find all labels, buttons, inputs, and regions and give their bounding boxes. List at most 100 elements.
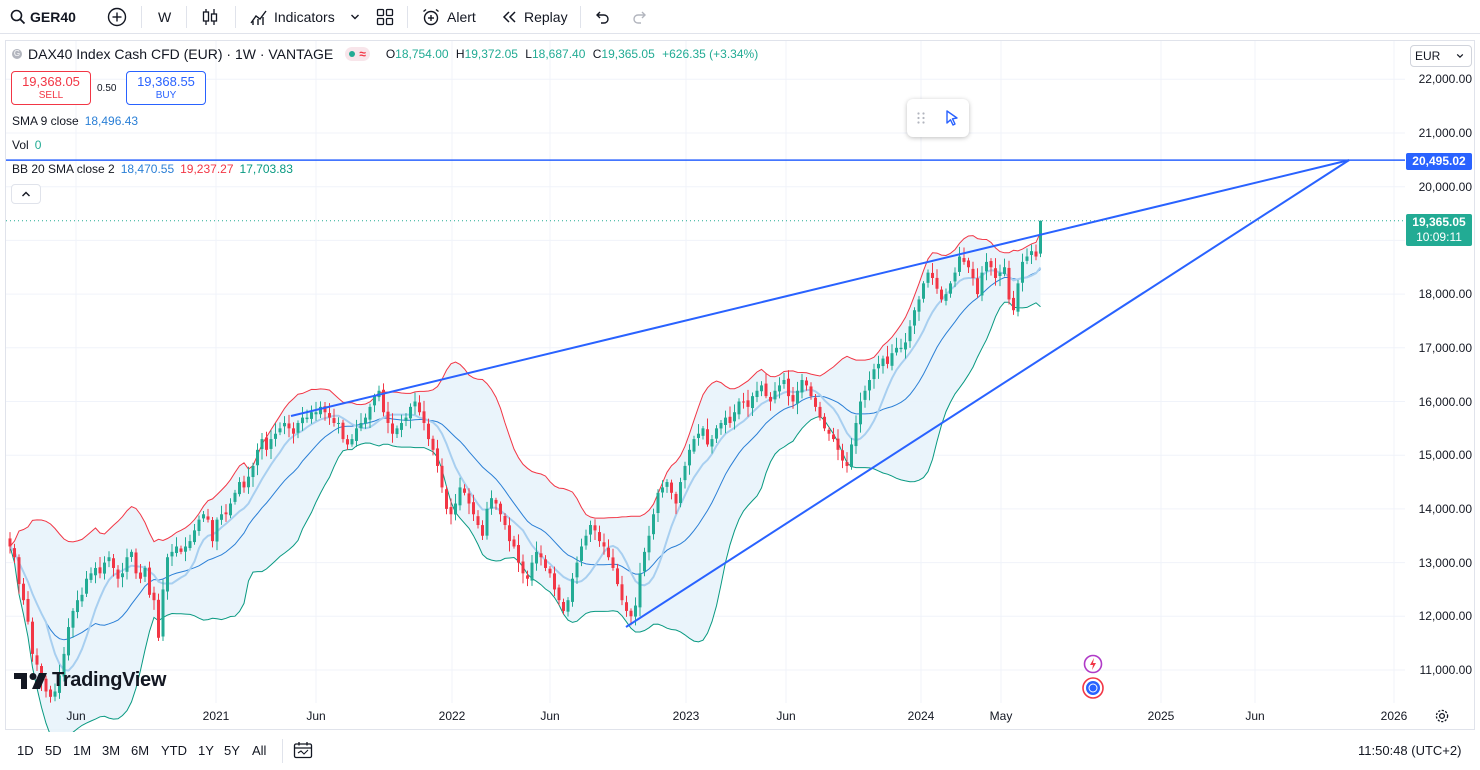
range-button-ytd[interactable]: YTD <box>161 743 187 758</box>
candle <box>908 320 912 348</box>
candle-body <box>31 621 34 654</box>
candle <box>265 431 268 457</box>
candle <box>215 517 219 551</box>
candle <box>562 598 565 615</box>
undo-button[interactable] <box>593 0 611 34</box>
compare-button[interactable] <box>107 0 127 34</box>
go-to-date-button[interactable] <box>293 741 313 764</box>
candle <box>332 408 336 427</box>
layout-button[interactable] <box>376 0 394 34</box>
range-button-1m[interactable]: 1M <box>73 743 92 758</box>
indicators-button[interactable]: Indicators <box>249 0 335 34</box>
candle-body <box>944 294 948 301</box>
candle-body <box>265 437 268 450</box>
cursor-arrow-icon[interactable] <box>944 109 960 127</box>
replay-button[interactable]: Replay <box>500 0 568 34</box>
candle-body <box>530 562 534 581</box>
candle-body <box>719 422 723 429</box>
candle <box>989 258 993 276</box>
candle-body <box>80 594 84 602</box>
sell-button[interactable]: 19,368.05 SELL <box>11 71 91 105</box>
candle <box>962 247 966 265</box>
candle-body <box>350 439 354 445</box>
candle <box>445 485 448 515</box>
candle <box>643 547 646 577</box>
range-button-6m[interactable]: 6M <box>131 743 150 758</box>
candle <box>364 413 367 429</box>
time-tick-label: Jun <box>306 709 326 723</box>
candle-body <box>679 482 682 504</box>
candle <box>688 444 691 475</box>
interval-button[interactable]: W <box>158 0 171 34</box>
candle-body <box>710 439 714 447</box>
drag-handle-icon[interactable] <box>916 111 926 125</box>
candle-body <box>814 397 817 407</box>
candle-body <box>467 493 471 504</box>
earnings-event-marker[interactable] <box>1083 654 1103 679</box>
candle <box>422 400 426 431</box>
volume-legend[interactable]: Vol 0 <box>12 138 41 152</box>
candle <box>427 418 430 447</box>
candle-body <box>521 561 525 574</box>
candle-body <box>179 548 183 552</box>
bollinger-legend[interactable]: BB 20 SMA close 2 18,470.55 19,237.27 17… <box>12 162 293 176</box>
candle <box>350 434 354 447</box>
range-button-5y[interactable]: 5Y <box>224 743 240 758</box>
legend-collapse-button[interactable] <box>11 184 41 204</box>
candle-body <box>53 691 57 697</box>
candle-body <box>791 395 795 402</box>
bb-basis-line <box>9 269 1041 641</box>
candle <box>224 504 228 522</box>
economic-event-marker[interactable] <box>1081 677 1105 704</box>
range-button-1d[interactable]: 1D <box>17 743 34 758</box>
candle <box>175 537 178 557</box>
drawings[interactable] <box>6 159 1405 628</box>
candle-body <box>832 434 835 440</box>
candle <box>598 525 601 547</box>
candle-body <box>863 390 867 400</box>
candle <box>958 246 961 276</box>
candle <box>206 508 210 523</box>
candle <box>202 510 205 522</box>
alert-button[interactable]: Alert <box>421 0 476 34</box>
candle-body <box>580 546 583 561</box>
candle-body <box>809 386 813 397</box>
range-button-5d[interactable]: 5D <box>45 743 62 758</box>
range-button-3m[interactable]: 3M <box>102 743 121 758</box>
chart-settings-button[interactable] <box>1434 708 1450 729</box>
indicators-dropdown-button[interactable] <box>350 0 360 34</box>
candle-body <box>512 539 516 547</box>
candle <box>391 413 394 443</box>
candle-body <box>152 592 156 601</box>
lightning-icon <box>1083 654 1103 674</box>
candle-body <box>571 578 574 602</box>
candle-body <box>305 417 309 420</box>
range-button-1y[interactable]: 1Y <box>198 743 214 758</box>
candle <box>454 493 457 521</box>
symbol-search-button[interactable]: GER40 <box>10 0 76 34</box>
candle <box>490 490 493 515</box>
clock-timezone[interactable]: 11:50:48 (UTC+2) <box>1358 743 1462 758</box>
gear-icon <box>1435 709 1449 723</box>
horizontal-line-price-tag: 20,495.02 <box>1406 153 1472 170</box>
candle-body <box>229 503 232 516</box>
buy-button[interactable]: 19,368.55 BUY <box>126 71 206 105</box>
candle <box>494 497 498 510</box>
market-status-badge[interactable]: ≈ <box>345 47 370 61</box>
sma-legend[interactable]: SMA 9 close 18,496.43 <box>12 114 138 128</box>
redo-button[interactable] <box>631 0 649 34</box>
candle-body <box>949 283 952 294</box>
candle <box>526 570 529 587</box>
chart-pane[interactable] <box>5 40 1475 730</box>
instrument-title[interactable]: DAX40 Index Cash CFD (EUR) · 1W · VANTAG… <box>28 46 334 62</box>
candle <box>742 392 745 409</box>
currency-select[interactable]: EUR <box>1410 45 1472 67</box>
bar-countdown: 10:09:11 <box>1416 230 1462 244</box>
tradingview-logo[interactable]: TradingView <box>14 669 166 692</box>
chart-type-button[interactable] <box>201 0 219 34</box>
candle <box>517 534 520 573</box>
candle-body <box>926 272 930 283</box>
candle-body <box>26 598 30 622</box>
range-button-all[interactable]: All <box>252 743 267 758</box>
